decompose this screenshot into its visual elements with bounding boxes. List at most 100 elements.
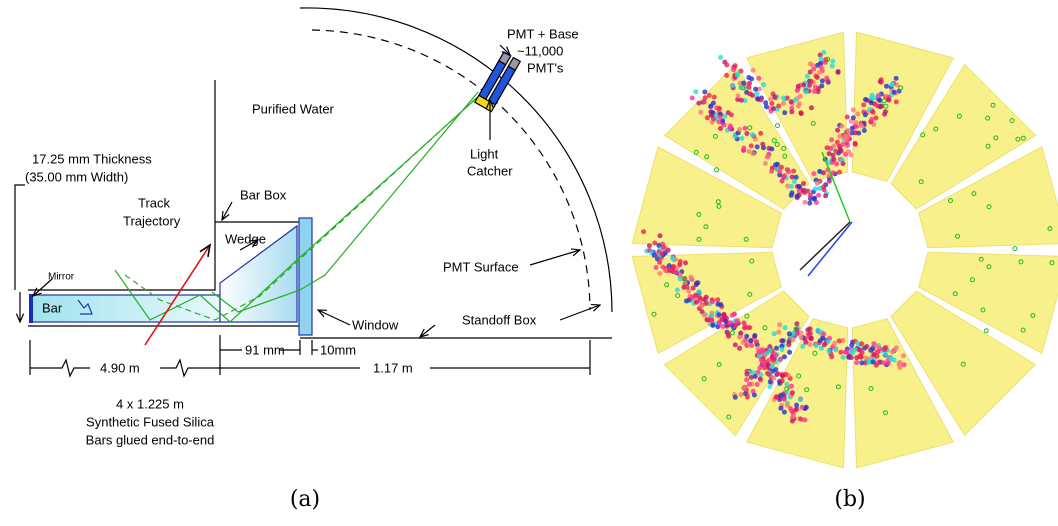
- hit: [803, 417, 808, 422]
- hit: [797, 184, 802, 189]
- hit: [697, 295, 702, 300]
- hit: [715, 302, 720, 307]
- hit: [838, 350, 843, 355]
- hit: [848, 152, 853, 157]
- hit: [825, 145, 830, 150]
- hit: [801, 181, 806, 186]
- hit: [736, 93, 741, 98]
- hit: [786, 342, 791, 347]
- label: Track: [138, 195, 171, 210]
- hit: [794, 321, 799, 326]
- hit: [782, 354, 787, 359]
- hit: [767, 384, 772, 389]
- hit: [892, 358, 897, 363]
- hit: [738, 331, 743, 336]
- hit: [791, 337, 796, 342]
- hit: [789, 184, 794, 189]
- hit: [798, 416, 803, 421]
- hit: [737, 346, 742, 351]
- hit: [884, 84, 889, 89]
- label: Bars glued end-to-end: [86, 432, 215, 447]
- hit: [871, 341, 876, 346]
- hit: [859, 360, 864, 365]
- hit: [717, 312, 722, 317]
- hit: [874, 363, 879, 368]
- hit: [791, 414, 796, 419]
- label: Purified Water: [252, 101, 335, 116]
- hit: [902, 362, 907, 367]
- hit: [722, 114, 727, 119]
- hit: [670, 256, 675, 261]
- hit: [688, 275, 693, 280]
- hit: [780, 179, 785, 184]
- hit: [875, 349, 880, 354]
- hit: [822, 187, 827, 192]
- hit: [660, 265, 665, 270]
- hit: [647, 243, 652, 248]
- hit: [744, 334, 749, 339]
- hit: [815, 181, 820, 186]
- hit: [837, 339, 842, 344]
- hit: [767, 357, 772, 362]
- hit: [792, 179, 797, 184]
- hit: [776, 124, 780, 128]
- hit: [739, 392, 744, 397]
- hit: [776, 104, 781, 109]
- hit: [830, 64, 835, 69]
- hit: [892, 90, 897, 95]
- hit: [802, 190, 807, 195]
- hit: [781, 338, 786, 343]
- hit: [767, 372, 772, 377]
- hit: [832, 341, 837, 346]
- hit: [794, 403, 799, 408]
- hit: [772, 376, 777, 381]
- label: 10mm: [320, 342, 356, 357]
- hit: [816, 193, 821, 198]
- hit: [868, 348, 873, 353]
- hit: [886, 361, 891, 366]
- hit: [859, 123, 864, 128]
- hit: [753, 87, 758, 92]
- hit: [791, 169, 796, 174]
- hit: [709, 313, 714, 318]
- hit: [755, 91, 760, 96]
- hit: [901, 353, 906, 358]
- hit: [862, 128, 867, 133]
- hit: [871, 110, 876, 115]
- hit: [800, 405, 805, 410]
- hit: [778, 406, 783, 411]
- hit: [703, 95, 708, 100]
- hit: [731, 67, 736, 72]
- hit: [863, 97, 868, 102]
- hit: [889, 82, 894, 87]
- hit: [756, 76, 761, 81]
- hit: [837, 170, 842, 175]
- hit: [752, 333, 757, 338]
- hit: [730, 83, 735, 88]
- hit: [753, 374, 758, 379]
- label: 4 x 1.225 m: [116, 396, 184, 411]
- hit: [829, 137, 834, 142]
- hit: [741, 81, 746, 86]
- hit: [833, 149, 838, 154]
- hit: [739, 136, 744, 141]
- hit: [695, 280, 700, 285]
- hit: [709, 113, 714, 118]
- hit: [685, 285, 690, 290]
- hit: [854, 120, 859, 125]
- hit: [708, 104, 713, 109]
- hit: [798, 94, 803, 99]
- figure: PMT + Base ~11,000 PMT's Purified Water …: [0, 0, 1058, 521]
- hit: [814, 343, 819, 348]
- hit: [817, 70, 822, 75]
- hit: [831, 153, 836, 158]
- hit: [749, 143, 754, 148]
- hit: [773, 353, 778, 358]
- hit: [777, 322, 782, 327]
- hit: [782, 173, 787, 178]
- hit: [756, 370, 761, 375]
- hit: [744, 131, 749, 136]
- hit: [897, 361, 902, 366]
- label: Mirror: [48, 272, 75, 283]
- hit: [811, 171, 816, 176]
